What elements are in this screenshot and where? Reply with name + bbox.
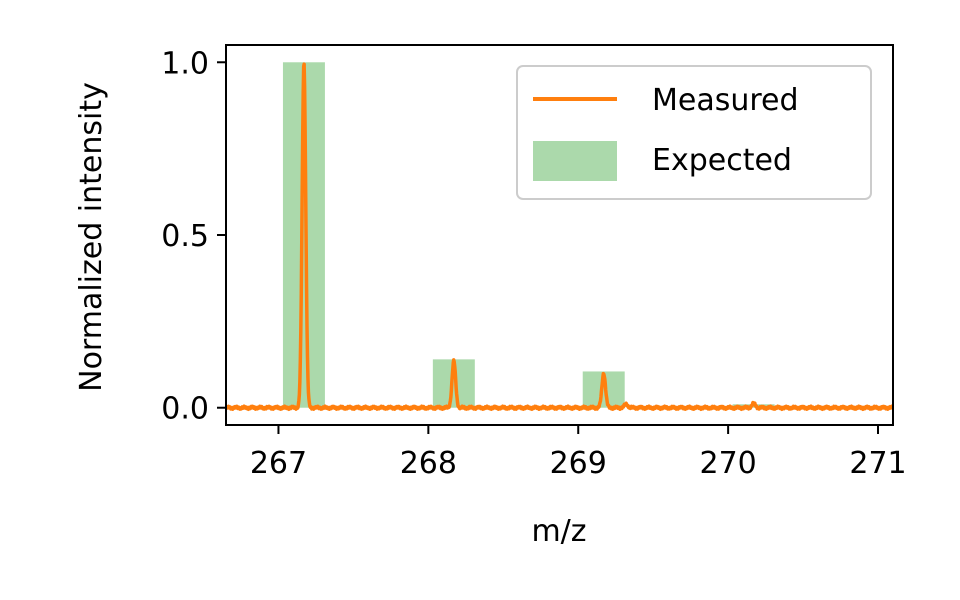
y-axis: 0.0 0.5 1.0	[161, 46, 226, 427]
x-tick-label-0: 267	[250, 446, 307, 481]
legend-expected-swatch	[533, 141, 617, 181]
y-tick-label-1: 0.5	[161, 219, 209, 254]
x-tick-label-4: 271	[849, 446, 906, 481]
legend: Measured Expected	[516, 65, 872, 200]
x-axis-label: m/z	[531, 514, 586, 549]
y-tick-label-0: 0.0	[161, 392, 209, 427]
y-axis-label: Normalized intensity	[74, 82, 109, 392]
y-tick-label-2: 1.0	[161, 46, 209, 81]
legend-measured-label: Measured	[652, 83, 799, 118]
x-tick-label-1: 268	[400, 446, 457, 481]
x-tick-label-3: 270	[699, 446, 756, 481]
measured-line	[226, 62, 893, 412]
x-axis: 267 268 269 270 271	[250, 425, 907, 481]
x-tick-label-2: 269	[550, 446, 607, 481]
legend-expected-label: Expected	[652, 143, 792, 178]
measured-layer	[226, 62, 893, 412]
